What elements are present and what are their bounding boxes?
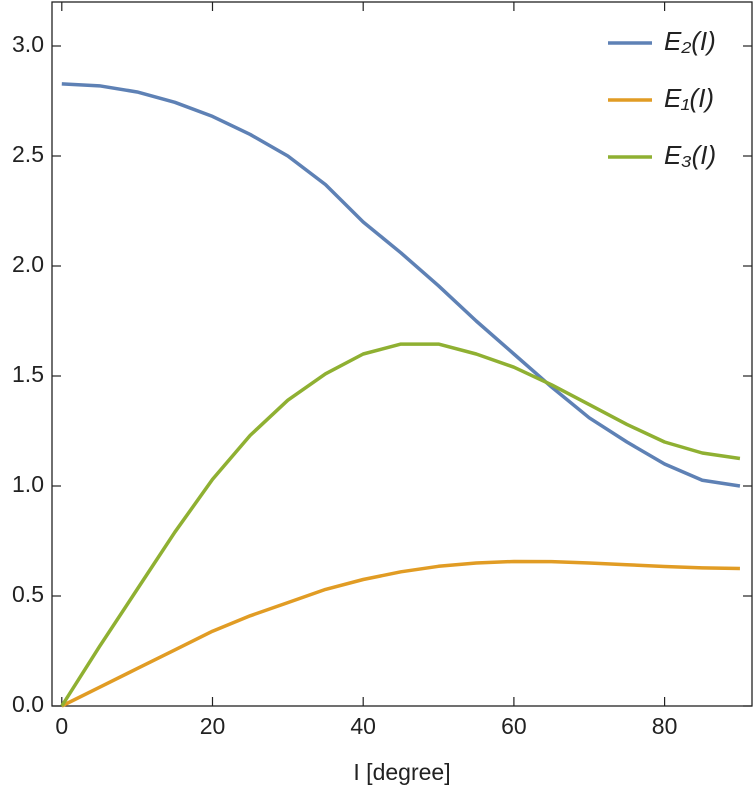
legend-label: E₃(I) xyxy=(664,140,716,170)
plot-frame xyxy=(51,1,753,707)
legend-label: E₂(I) xyxy=(664,26,716,56)
y-tick-label: 2.0 xyxy=(12,251,44,277)
x-tick-label: 60 xyxy=(501,713,527,739)
series-line xyxy=(60,342,741,707)
x-tick-label: 80 xyxy=(652,713,678,739)
y-tick-label: 1.0 xyxy=(12,471,44,497)
y-tick-label: 0.0 xyxy=(12,691,44,717)
y-tick-label: 1.5 xyxy=(12,361,44,387)
series-line xyxy=(61,559,740,708)
legend-label: E₁(I) xyxy=(664,83,714,113)
x-tick-label: 20 xyxy=(200,713,226,739)
x-axis-label: I [degree] xyxy=(353,759,450,785)
y-tick-label: 3.0 xyxy=(12,31,44,57)
x-tick-label: 40 xyxy=(350,713,376,739)
legend: E₂(I) E₁(I) E₃(I) xyxy=(608,26,716,170)
series-line xyxy=(61,82,741,488)
y-tick-label: 2.5 xyxy=(12,141,44,167)
y-tick-label: 0.5 xyxy=(12,581,44,607)
x-tick-label: 0 xyxy=(55,713,68,739)
